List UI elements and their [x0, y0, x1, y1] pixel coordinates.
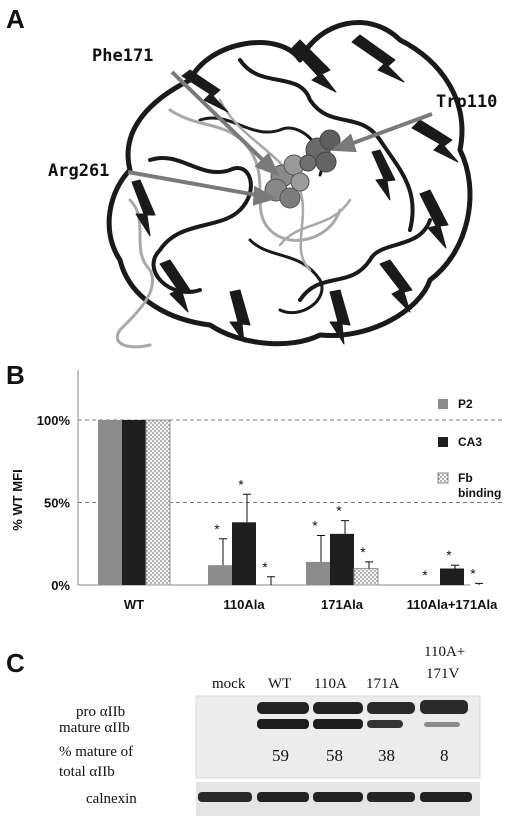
- legend-swatch-fb-binding: [437, 472, 449, 484]
- y-tick-label: 100%: [37, 413, 71, 428]
- panel-label-a: A: [6, 4, 25, 34]
- panel-label-c: C: [6, 648, 25, 678]
- chart-labels: 0% 50% 100% % WT MFI WT * * * 110Ala * * * 171Ala * * *…: [10, 413, 498, 612]
- blot-image-top: [195, 695, 481, 779]
- x-tick-label: 110Ala+171Ala: [407, 597, 498, 612]
- bar-ca3: [122, 420, 146, 585]
- mfi-bar-chart: 0% 50% 100% % WT MFI WT * * * 110Ala * * * 171Ala * * *…: [10, 370, 505, 612]
- lane-label-171v: 171V: [426, 666, 460, 682]
- percent-mature-171a: 38: [378, 746, 395, 765]
- significance-star: *: [238, 476, 244, 492]
- significance-star: *: [470, 565, 476, 581]
- chart-legend: P2 CA3 Fb binding: [437, 397, 501, 500]
- legend-swatch-p2: [438, 399, 448, 409]
- x-tick-label: WT: [124, 597, 144, 612]
- protein-structure-figure: Phe171 Trp110 Arg261: [48, 20, 497, 349]
- lane-label-171a: 171A: [366, 676, 400, 692]
- significance-star: *: [312, 518, 318, 534]
- blot-image-calnexin: [196, 782, 480, 816]
- lane-label-110a: 110A: [314, 676, 347, 692]
- bar-ca3: [440, 568, 464, 585]
- bar-p2: [208, 565, 232, 585]
- lane-label-wt: WT: [268, 676, 291, 692]
- chart-bars: [98, 419, 483, 586]
- significance-star: *: [336, 503, 342, 519]
- y-tick-label: 50%: [44, 496, 70, 511]
- row-label-percent-2: total αIIb: [59, 764, 115, 780]
- significance-star: *: [214, 521, 220, 537]
- lane-label-mock: mock: [212, 676, 246, 692]
- legend-label-fb-binding: Fb binding: [458, 471, 501, 500]
- row-label-mature: mature αIIb: [59, 720, 130, 736]
- percent-mature-110a-171v: 8: [440, 746, 449, 765]
- significance-star: *: [446, 547, 452, 563]
- protein-ribbon-diagram: [106, 20, 473, 349]
- western-blot-figure: mock WT 110A 171A 110A+ 171V pro αIIb ma…: [59, 644, 481, 816]
- x-tick-label: 171Ala: [321, 597, 364, 612]
- legend-label-ca3: CA3: [458, 435, 482, 449]
- residue-label-arg261: Arg261: [48, 161, 109, 181]
- row-label-calnexin: calnexin: [86, 791, 137, 807]
- lane-label-110a-plus: 110A+: [424, 644, 465, 660]
- significance-star: *: [422, 567, 428, 583]
- percent-mature-110a: 58: [326, 746, 343, 765]
- row-label-percent-1: % mature of: [59, 744, 133, 760]
- residue-label-phe171: Phe171: [92, 46, 153, 66]
- panel-label-b: B: [6, 360, 25, 390]
- percent-mature-wt: 59: [272, 746, 289, 765]
- residue-label-trp110: Trp110: [436, 92, 497, 112]
- x-tick-label: 110Ala: [223, 597, 265, 612]
- bar-ca3: [232, 522, 256, 585]
- bar-fb-binding: [353, 568, 379, 586]
- significance-star: *: [360, 544, 366, 560]
- row-label-pro: pro αIIb: [76, 704, 125, 720]
- residue-pointer-arrows: [127, 70, 433, 206]
- y-axis-label: % WT MFI: [10, 469, 25, 530]
- y-tick-label: 0%: [51, 578, 70, 593]
- bar-ca3: [330, 533, 354, 585]
- bar-p2: [98, 420, 122, 585]
- significance-star: *: [262, 559, 268, 575]
- legend-swatch-ca3: [438, 437, 448, 447]
- legend-label-p2: P2: [458, 397, 473, 411]
- bar-p2: [306, 561, 330, 585]
- bar-fb-binding: [145, 419, 171, 586]
